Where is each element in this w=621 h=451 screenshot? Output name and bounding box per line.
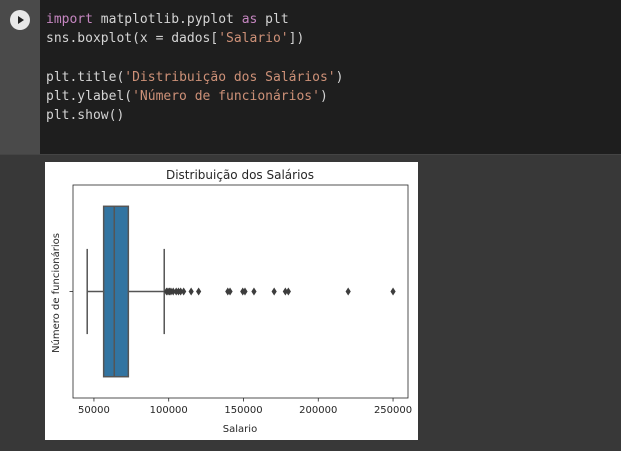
- code-token: 'Número de funcionários': [132, 88, 320, 104]
- code-token: ]): [288, 31, 305, 47]
- code-token: plt.title(: [46, 69, 125, 85]
- chart-title: Distribuição dos Salários: [166, 168, 314, 182]
- outlier-point: [196, 287, 202, 296]
- x-axis-label: Salario: [223, 424, 257, 435]
- box: [102, 205, 130, 378]
- y-axis-label: Número de funcionários: [50, 233, 62, 353]
- code-token: plt.show(): [46, 107, 125, 123]
- code-line: import matplotlib.pyplot as plt: [46, 10, 343, 29]
- outlier-point: [285, 287, 291, 296]
- outlier-point: [242, 287, 248, 296]
- code-token: sns.boxplot(x = dados[: [46, 31, 219, 47]
- code-line: plt.ylabel('Número de funcionários'): [46, 87, 343, 106]
- code-cell[interactable]: import matplotlib.pyplot as plt sns.boxpl…: [0, 0, 621, 155]
- cell-gutter: [0, 0, 40, 154]
- outlier-point: [178, 287, 184, 296]
- boxplot-chart: Distribuição dos Salários Salario Número…: [50, 168, 412, 435]
- code-token: import: [46, 12, 93, 27]
- x-tick-label: 150000: [224, 405, 262, 416]
- code-token: plt.ylabel(: [46, 88, 133, 104]
- code-line: plt.title('Distribuição dos Salários'): [46, 68, 343, 87]
- x-tick-label: 200000: [299, 405, 337, 416]
- x-tick-label: 100000: [150, 405, 188, 416]
- code-token: matplotlib.pyplot: [92, 12, 242, 27]
- cell-output: Distribuição dos Salários Salario Número…: [45, 162, 418, 440]
- code-editor[interactable]: import matplotlib.pyplot as plt sns.boxpl…: [46, 10, 343, 125]
- outlier-point: [251, 287, 257, 296]
- code-line: plt.show(): [46, 106, 343, 125]
- outlier-point: [345, 287, 351, 296]
- code-token: 'Distribuição dos Salários': [124, 69, 336, 85]
- code-line: sns.boxplot(x = dados['Salario']): [46, 29, 343, 48]
- code-token: 'Salario': [218, 31, 289, 47]
- code-token: as: [241, 12, 258, 27]
- outlier-point: [390, 287, 396, 296]
- outlier-point: [188, 287, 194, 296]
- code-token: ): [319, 88, 328, 104]
- outlier-point: [271, 287, 277, 296]
- code-token: plt: [257, 12, 289, 27]
- run-cell-button[interactable]: [10, 10, 30, 30]
- outlier-point: [181, 287, 187, 296]
- x-tick-label: 250000: [374, 405, 412, 416]
- code-line: [46, 48, 343, 67]
- outlier-point: [227, 287, 233, 296]
- x-tick-label: 50000: [78, 405, 110, 416]
- code-token: ): [335, 69, 344, 85]
- outlier-point: [170, 287, 176, 296]
